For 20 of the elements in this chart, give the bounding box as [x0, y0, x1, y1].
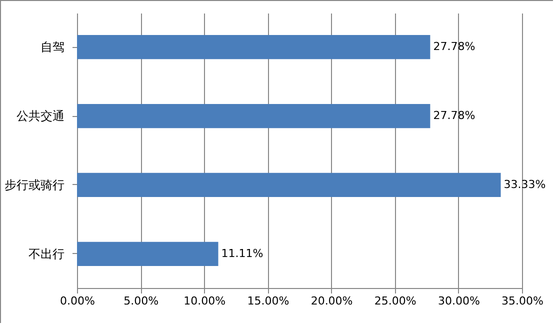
x-tick-label: 15.00%	[247, 294, 290, 308]
x-tick-label: 10.00%	[184, 294, 226, 308]
y-tick-label: 自驾	[40, 40, 64, 54]
data-label: 27.78%	[433, 109, 476, 122]
x-tick-label: 0.00%	[60, 294, 95, 308]
y-tick-label: 步行或骑行	[4, 178, 64, 192]
x-tick-label: 25.00%	[374, 294, 416, 308]
x-tick-label: 35.00%	[502, 294, 544, 308]
data-label: 11.11%	[221, 246, 264, 260]
x-tick-label: 30.00%	[438, 294, 480, 308]
bar	[77, 172, 501, 198]
bar	[77, 242, 218, 266]
x-tick-label: 5.00%	[124, 294, 159, 308]
bar	[77, 104, 430, 128]
data-label: 27.78%	[433, 40, 476, 54]
bar	[77, 35, 430, 60]
y-tick-label: 公共交通	[16, 109, 64, 124]
data-label: 33.33%	[504, 178, 546, 191]
x-tick-label: 20.00%	[310, 294, 353, 308]
y-tick-label: 不出行	[28, 246, 64, 261]
